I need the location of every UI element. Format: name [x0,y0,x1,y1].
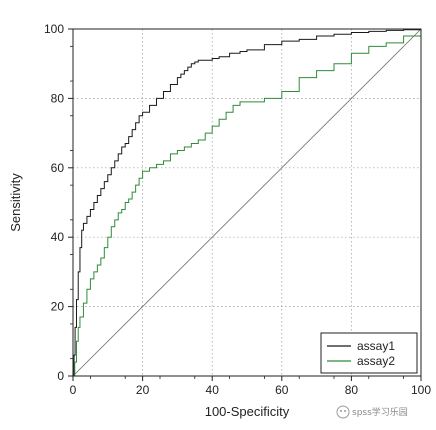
x-tick-label: 20 [136,383,150,397]
y-tick-label: 0 [57,369,64,383]
watermark-text: spss学习乐园 [352,406,408,418]
x-tick-label: 80 [345,383,359,397]
x-axis-title: 100-Specificity [205,404,290,419]
y-tick-label: 40 [51,230,65,244]
x-tick-label: 0 [70,383,77,397]
x-axis-ticks: 0 20 40 60 80 100 [70,376,431,397]
series-line-assay1 [73,29,422,377]
x-tick-label: 40 [206,383,220,397]
diagonal-reference-line [72,28,422,377]
x-tick-label: 60 [275,383,289,397]
x-tick-label: 100 [411,383,431,397]
y-tick-label: 60 [51,161,65,175]
legend-box [320,332,418,374]
y-axis-ticks: 0 20 40 60 80 100 [44,22,73,383]
y-tick-label: 20 [51,300,65,314]
wechat-icon-dot [340,410,342,412]
watermark: spss学习乐园 [336,405,408,419]
y-axis-title: Sensitivity [8,173,23,232]
wechat-icon-dot [344,410,346,412]
legend-label-assay1: assay1 [357,339,395,353]
y-tick-label: 80 [51,91,65,105]
wechat-icon [336,405,350,419]
series-line-assay2 [73,29,422,377]
series-group [73,29,422,377]
y-tick-label: 100 [44,22,64,36]
legend-label-assay2: assay2 [357,354,395,368]
grid [73,29,421,376]
plot-frame [72,28,422,377]
